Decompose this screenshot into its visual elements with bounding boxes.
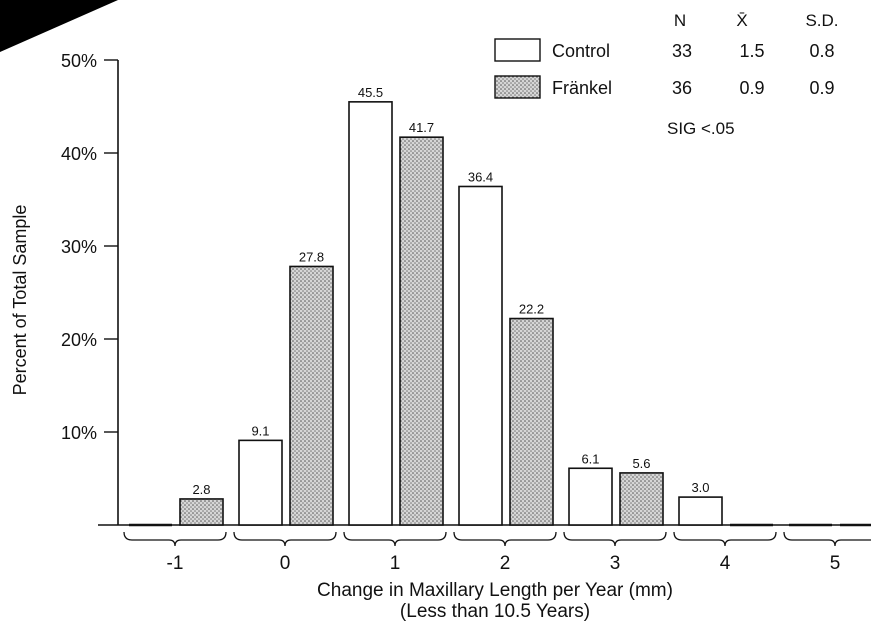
x-tick-label: 0: [280, 553, 291, 574]
bar-frankel: [619, 472, 664, 526]
y-ticks: 10% 20% 30% 40% 50%: [61, 51, 118, 443]
category-brace: [233, 531, 337, 547]
x-axis-title: Change in Maxillary Length per Year (mm): [317, 580, 673, 601]
data-label-control: 9.1: [251, 423, 269, 438]
x-tick-label: 3: [610, 553, 621, 574]
category-brace: [673, 531, 777, 547]
data-label-frankel: 2.8: [192, 482, 210, 497]
y-tick-label: 20%: [61, 330, 97, 350]
legend-frankel-sd: 0.9: [809, 78, 834, 98]
legend-swatch-control: [494, 38, 541, 62]
data-label-control: 6.1: [581, 451, 599, 466]
bar-control: [238, 439, 283, 526]
y-tick-label: 50%: [61, 51, 97, 71]
data-label-control: 45.5: [358, 85, 383, 100]
bar-control: [678, 496, 723, 526]
x-tick-label: -1: [167, 553, 184, 574]
legend-header-mean: X̄: [736, 11, 747, 30]
y-tick-label: 30%: [61, 237, 97, 257]
bar-control: [348, 101, 393, 526]
x-tick-label: 1: [390, 553, 401, 574]
data-label-frankel: 5.6: [632, 456, 650, 471]
y-tick-label: 10%: [61, 423, 97, 443]
bar-frankel: [509, 317, 554, 526]
legend: N X̄ S.D. Control 33 1.5 0.8 Fränkel 36 …: [494, 11, 839, 138]
legend-swatch-frankel: [494, 75, 541, 99]
category-brace: [123, 531, 227, 547]
bar-frankel: [399, 136, 444, 526]
legend-frankel-mean: 0.9: [739, 78, 764, 98]
legend-control-sd: 0.8: [809, 41, 834, 61]
bar-frankel: [289, 265, 334, 526]
significance-note: SIG <.05: [667, 119, 735, 138]
scan-corner-shadow: [0, 0, 118, 52]
category-brace: [563, 531, 667, 547]
legend-header-n: N: [674, 11, 686, 30]
x-tick-label: 2: [500, 553, 511, 574]
legend-control-n: 33: [672, 41, 692, 61]
legend-frankel-n: 36: [672, 78, 692, 98]
category-brace: [343, 531, 447, 547]
y-axis-title: Percent of Total Sample: [10, 205, 30, 396]
data-label-frankel: 41.7: [409, 120, 434, 135]
category-brace: [783, 531, 871, 547]
bar-frankel: [179, 498, 224, 526]
category-brace: [453, 531, 557, 547]
x-axis-subtitle: (Less than 10.5 Years): [400, 601, 590, 622]
bar-control: [568, 467, 613, 526]
legend-label-control: Control: [552, 41, 610, 61]
category-braces: [123, 531, 871, 547]
legend-label-frankel: Fränkel: [552, 78, 612, 98]
data-label-control: 3.0: [691, 480, 709, 495]
x-tick-labels: -1 0 1 2 3 4 5: [167, 553, 841, 574]
x-tick-label: 5: [830, 553, 841, 574]
bar-control: [458, 185, 503, 526]
x-tick-label: 4: [720, 553, 731, 574]
legend-header-sd: S.D.: [805, 11, 838, 30]
y-tick-label: 40%: [61, 144, 97, 164]
data-label-frankel: 22.2: [519, 302, 544, 317]
legend-control-mean: 1.5: [739, 41, 764, 61]
data-label-frankel: 27.8: [299, 249, 324, 264]
bars: 2.8 9.1 27.8 45.5 41.7 36.4 22.2 6.1 5.6 3.0: [129, 85, 871, 527]
data-label-control: 36.4: [468, 169, 493, 184]
